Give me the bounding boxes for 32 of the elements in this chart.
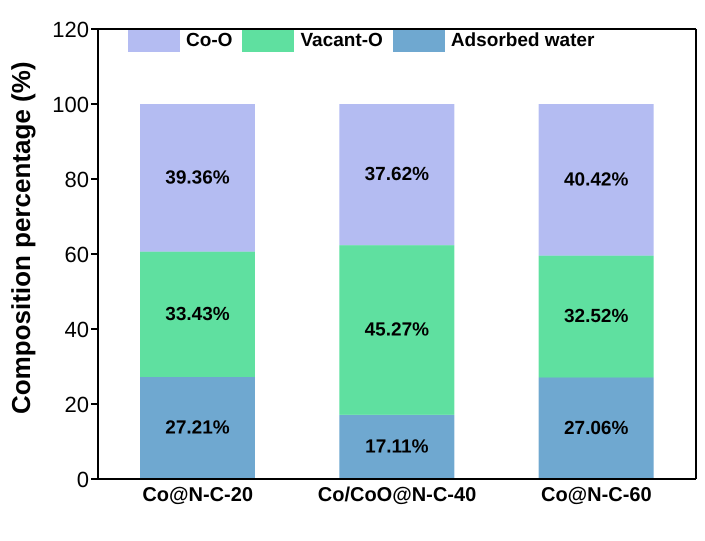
legend-label: Vacant-O — [300, 30, 383, 52]
bar — [538, 256, 654, 378]
bar — [339, 245, 454, 415]
y-tick-label: 60 — [64, 242, 89, 267]
y-tick-label: 120 — [52, 16, 89, 42]
legend-label: Co-O — [186, 30, 232, 52]
bar — [538, 378, 654, 479]
x-tick-label: Co@N-C-20 — [142, 484, 253, 506]
bar — [538, 104, 654, 256]
bar — [339, 414, 454, 479]
legend-label: Adsorbed water — [450, 30, 594, 52]
data-label: 40.42% — [564, 169, 628, 190]
y-tick-label: 40 — [64, 316, 89, 342]
y-tick-label: 80 — [64, 166, 89, 192]
data-label: 45.27% — [364, 319, 430, 340]
data-label: 39.36% — [165, 167, 230, 188]
data-label: 17.11% — [365, 436, 429, 458]
bar — [339, 104, 454, 246]
y-axis-title: Composition percentage (%) — [6, 62, 36, 414]
bar — [140, 252, 255, 377]
y-tick-label: 100 — [52, 92, 89, 117]
y-tick-label: 0 — [76, 466, 89, 492]
x-tick-label: Co@N-C-60 — [541, 484, 652, 506]
data-label: 37.62% — [364, 164, 430, 186]
data-label: 27.06% — [564, 418, 628, 439]
data-label: 32.52% — [564, 306, 628, 328]
x-tick-label: Co/CoO@N-C-40 — [318, 484, 476, 506]
data-label: 33.43% — [165, 304, 230, 325]
bar — [140, 376, 255, 479]
data-label: 27.21% — [165, 417, 230, 438]
y-tick-label: 20 — [64, 392, 89, 417]
bar — [140, 104, 255, 252]
